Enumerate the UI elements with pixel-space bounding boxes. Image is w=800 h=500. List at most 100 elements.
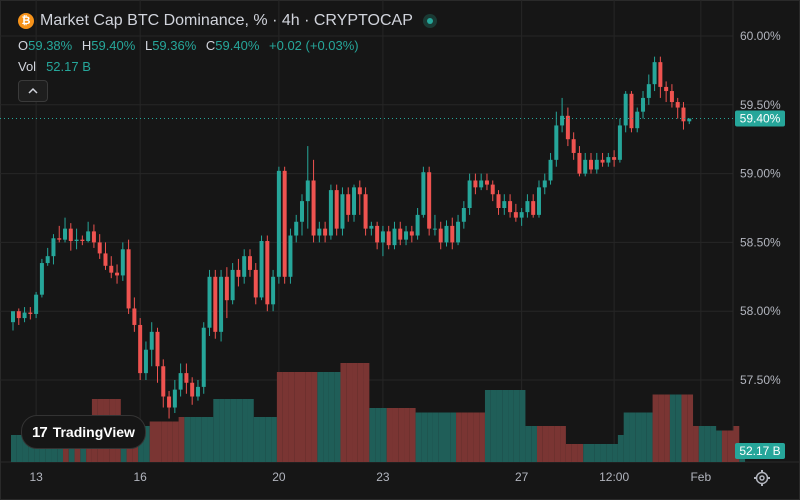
volume-bar <box>375 408 381 462</box>
collapse-legend-button[interactable] <box>18 80 48 102</box>
candle <box>508 194 513 218</box>
candle <box>617 118 622 163</box>
gear-icon[interactable] <box>753 469 771 487</box>
candle <box>282 166 287 284</box>
candle-body <box>438 228 443 243</box>
volume-bar <box>155 421 162 462</box>
candle-body <box>409 231 414 236</box>
candle-body <box>369 225 374 229</box>
candle-body <box>282 170 287 277</box>
candle-body <box>161 366 166 397</box>
candle-body <box>600 159 605 163</box>
volume-bar <box>450 412 457 462</box>
candle <box>311 159 316 243</box>
candle <box>496 190 501 215</box>
candle-body <box>57 238 62 240</box>
price-axis[interactable]: 60.00% 59.50% 59.00% 58.50% 58.00% 57.50% <box>740 29 781 387</box>
candle-body <box>456 221 461 243</box>
candle <box>224 267 229 319</box>
candle <box>39 258 44 298</box>
candle-body <box>288 235 293 277</box>
x-tick-label: 12:00 <box>599 470 629 484</box>
candle <box>247 249 252 277</box>
volume-bar <box>219 399 225 462</box>
candle <box>34 291 39 319</box>
volume-bar <box>346 363 353 462</box>
candle-body <box>184 373 189 383</box>
candle-body <box>629 93 634 129</box>
tradingview-logo[interactable]: 17 TradingView <box>21 415 146 449</box>
volume-bar <box>363 363 370 462</box>
candle-body <box>109 265 114 273</box>
volume-bar <box>421 412 428 462</box>
candle-body <box>276 170 281 277</box>
candle <box>184 363 189 394</box>
candle-body <box>444 225 449 243</box>
candle-body <box>219 276 224 332</box>
candle-body <box>132 308 137 325</box>
x-tick-label: 27 <box>515 470 529 484</box>
candle-body <box>28 312 33 314</box>
candle-body <box>565 115 570 140</box>
volume-bar <box>479 412 485 462</box>
volume-bar <box>583 444 589 462</box>
candle <box>646 74 651 105</box>
candle <box>571 132 576 160</box>
candle-body <box>11 311 15 323</box>
volume-bar <box>195 417 202 462</box>
candle <box>271 269 276 312</box>
volume-bar <box>305 372 312 462</box>
candle-body <box>317 228 322 236</box>
time-axis[interactable]: 13 16 20 23 27 12:00 Feb <box>29 470 711 484</box>
candle <box>467 173 472 215</box>
candle <box>91 224 96 248</box>
candle-body <box>571 139 576 153</box>
volume-bar <box>490 390 497 462</box>
candle-body <box>22 312 27 319</box>
candle <box>190 377 195 405</box>
candle-body <box>178 373 183 390</box>
volume-bar <box>253 417 260 462</box>
candle <box>461 201 466 229</box>
candle <box>548 152 553 185</box>
candle-body <box>641 97 646 112</box>
volume-label: Vol <box>18 59 37 74</box>
volume-bar <box>311 372 318 462</box>
candle-body <box>380 231 385 243</box>
volume-bar <box>623 412 630 462</box>
volume-bar <box>149 421 156 462</box>
candle-body <box>334 190 339 229</box>
candle-body <box>265 241 270 305</box>
candle <box>652 56 657 92</box>
candle-body <box>80 239 85 242</box>
tradingview-wordmark: TradingView <box>52 424 135 440</box>
candle-body <box>86 231 91 242</box>
candle <box>80 235 85 246</box>
volume-bar <box>727 430 734 462</box>
volume-bar <box>612 444 618 462</box>
change-value: +0.02 (+0.03%) <box>269 38 359 53</box>
low-value: 59.36% <box>152 38 197 53</box>
volume-bar <box>161 421 168 462</box>
candle <box>86 221 91 243</box>
volume-bar <box>184 417 191 462</box>
candle <box>11 311 15 331</box>
bitcoin-icon: ₿ <box>18 13 34 29</box>
volume-bar <box>404 408 410 462</box>
candle <box>155 327 160 383</box>
x-tick-label: 13 <box>29 470 43 484</box>
candle-body <box>473 180 478 188</box>
candle-body <box>311 180 316 236</box>
volume-bar <box>508 390 514 462</box>
candle <box>334 184 339 236</box>
candle-body <box>242 256 247 277</box>
candle-body <box>34 294 39 314</box>
x-tick-label: 20 <box>272 470 286 484</box>
candle <box>120 242 125 281</box>
candle <box>340 187 345 236</box>
volume-bar <box>328 372 335 462</box>
candle <box>317 221 322 243</box>
volume-bar <box>415 412 422 462</box>
chart-title[interactable]: Market Cap BTC Dominance, % · 4h · CRYPT… <box>40 12 413 29</box>
candle <box>456 214 461 246</box>
